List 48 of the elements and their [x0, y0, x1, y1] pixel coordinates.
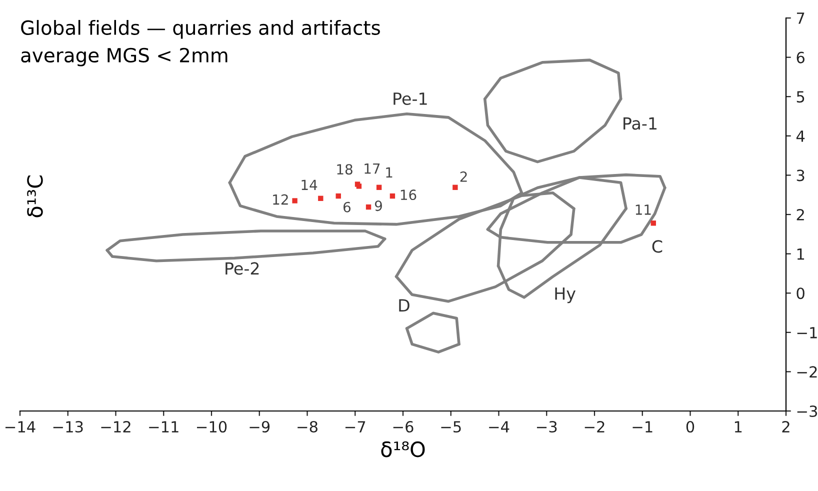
x-axis-title: δ¹⁸O [381, 441, 425, 458]
y-tick-label: 4 [796, 130, 805, 142]
x-tick-label: −2 [584, 420, 604, 432]
chart-title: Global fields — quarries and artifacts [21, 20, 380, 39]
annotation: C [652, 240, 662, 253]
annotation: Hy [555, 288, 576, 304]
x-tick-label: −6 [393, 420, 414, 433]
x-tick-label: −8 [298, 420, 318, 433]
x-tick-label: −7 [345, 421, 366, 432]
annotation: 17 [364, 163, 380, 174]
y-tick-label: −3 [797, 405, 818, 418]
annotation: D [399, 299, 410, 312]
y-tick-label: −1 [797, 327, 817, 338]
annotation: 18 [337, 164, 352, 175]
y-tick-label: 3 [796, 170, 804, 182]
y-tick-label: 6 [796, 52, 804, 64]
x-tick-label: −10 [196, 420, 227, 433]
x-tick-label: −4 [489, 421, 510, 432]
x-tick-label: 1 [734, 421, 742, 432]
annotation: 11 [636, 204, 651, 215]
x-tick-label: 2 [782, 420, 790, 432]
x-tick-label: −9 [250, 420, 270, 433]
x-tick-label: −12 [101, 420, 130, 432]
annotation: Pe-2 [226, 262, 259, 275]
annotation: 1 [386, 167, 392, 178]
annotation: 12 [273, 194, 288, 205]
y-tick-label: 0 [796, 288, 804, 300]
y-tick-label: 2 [796, 208, 804, 220]
annotation: Pa-1 [624, 117, 657, 130]
x-tick-label: −11 [149, 421, 178, 432]
y-axis-title: δ¹³C [27, 176, 43, 218]
x-tick-label: −5 [441, 421, 461, 433]
annotation: 16 [400, 190, 416, 200]
annotation: 9 [374, 200, 382, 212]
x-tick-label: 0 [686, 420, 694, 433]
y-tick-label: −2 [797, 366, 817, 378]
x-tick-label: −14 [5, 421, 36, 432]
annotation: Pe-1 [394, 92, 427, 105]
y-tick-label: 7 [796, 12, 804, 24]
text: average MGS < 2mm [21, 48, 228, 66]
y-tick-label: 1 [797, 248, 804, 260]
y-tick-label: 5 [796, 91, 804, 103]
x-tick-label: −1 [632, 421, 652, 432]
annotation: 6 [344, 202, 350, 212]
annotation: 2 [460, 171, 467, 182]
x-tick-label: −3 [536, 420, 557, 433]
x-tick-label: −13 [53, 420, 83, 433]
annotation: 14 [302, 180, 318, 190]
